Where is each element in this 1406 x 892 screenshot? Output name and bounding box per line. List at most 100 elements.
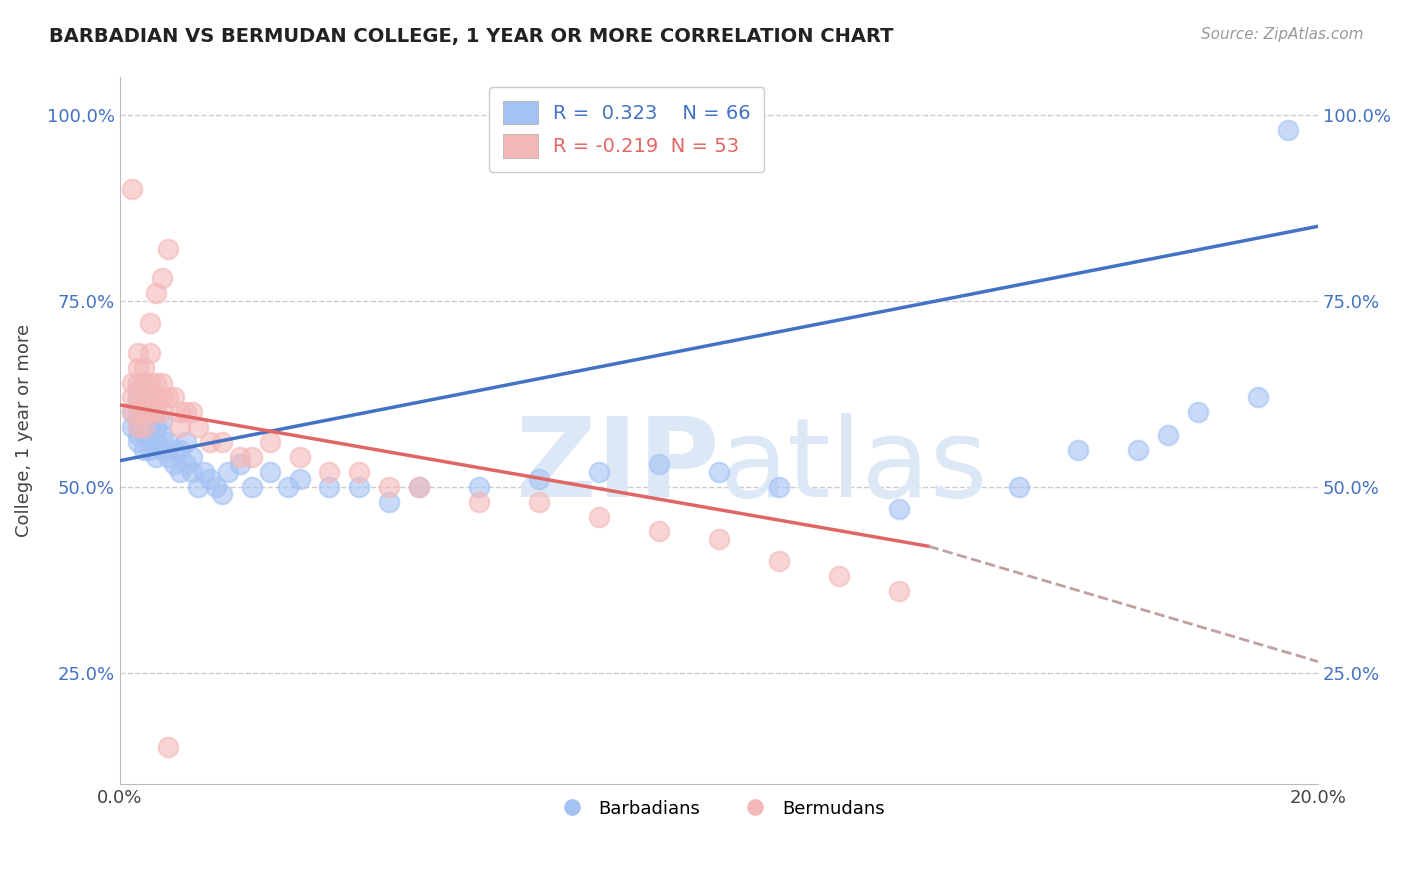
- Point: [138, 405, 160, 419]
- Point: [132, 420, 155, 434]
- Point: [156, 740, 179, 755]
- Point: [127, 435, 149, 450]
- Point: [145, 391, 167, 405]
- Point: [707, 465, 730, 479]
- Point: [1128, 442, 1150, 457]
- Point: [132, 427, 155, 442]
- Point: [163, 391, 186, 405]
- Point: [132, 360, 155, 375]
- Text: Source: ZipAtlas.com: Source: ZipAtlas.com: [1201, 27, 1364, 42]
- Point: [132, 376, 155, 390]
- Point: [527, 472, 550, 486]
- Point: [887, 502, 910, 516]
- Y-axis label: College, 1 year or more: College, 1 year or more: [15, 325, 32, 538]
- Point: [193, 465, 215, 479]
- Point: [169, 465, 191, 479]
- Point: [1067, 442, 1090, 457]
- Point: [138, 442, 160, 457]
- Point: [1187, 405, 1209, 419]
- Point: [349, 465, 371, 479]
- Point: [174, 458, 197, 472]
- Point: [145, 450, 167, 464]
- Point: [349, 480, 371, 494]
- Point: [150, 427, 173, 442]
- Point: [828, 569, 851, 583]
- Point: [132, 405, 155, 419]
- Point: [121, 391, 143, 405]
- Point: [648, 458, 671, 472]
- Point: [1157, 427, 1180, 442]
- Point: [127, 346, 149, 360]
- Point: [378, 494, 401, 508]
- Point: [228, 458, 250, 472]
- Point: [240, 480, 263, 494]
- Point: [145, 405, 167, 419]
- Point: [588, 465, 610, 479]
- Point: [259, 435, 281, 450]
- Point: [150, 271, 173, 285]
- Point: [121, 182, 143, 196]
- Point: [163, 458, 186, 472]
- Point: [468, 480, 491, 494]
- Point: [150, 413, 173, 427]
- Point: [132, 413, 155, 427]
- Point: [138, 435, 160, 450]
- Point: [156, 242, 179, 256]
- Point: [1007, 480, 1029, 494]
- Point: [169, 442, 191, 457]
- Point: [648, 524, 671, 539]
- Point: [138, 346, 160, 360]
- Point: [240, 450, 263, 464]
- Point: [132, 383, 155, 397]
- Point: [127, 405, 149, 419]
- Point: [169, 420, 191, 434]
- Point: [588, 509, 610, 524]
- Point: [138, 316, 160, 330]
- Point: [150, 442, 173, 457]
- Legend: Barbadians, Bermudans: Barbadians, Bermudans: [547, 792, 891, 825]
- Point: [408, 480, 430, 494]
- Point: [187, 420, 209, 434]
- Point: [204, 480, 226, 494]
- Point: [408, 480, 430, 494]
- Point: [127, 413, 149, 427]
- Point: [132, 391, 155, 405]
- Point: [127, 391, 149, 405]
- Point: [138, 391, 160, 405]
- Text: atlas: atlas: [718, 413, 987, 520]
- Point: [145, 435, 167, 450]
- Point: [1247, 391, 1270, 405]
- Point: [127, 420, 149, 434]
- Point: [150, 391, 173, 405]
- Point: [768, 480, 790, 494]
- Point: [174, 405, 197, 419]
- Point: [121, 405, 143, 419]
- Point: [145, 376, 167, 390]
- Point: [378, 480, 401, 494]
- Point: [211, 487, 233, 501]
- Point: [198, 472, 221, 486]
- Point: [211, 435, 233, 450]
- Point: [318, 480, 340, 494]
- Point: [259, 465, 281, 479]
- Point: [169, 405, 191, 419]
- Point: [145, 420, 167, 434]
- Point: [468, 494, 491, 508]
- Point: [180, 405, 202, 419]
- Point: [138, 391, 160, 405]
- Point: [228, 450, 250, 464]
- Point: [121, 405, 143, 419]
- Point: [198, 435, 221, 450]
- Point: [127, 405, 149, 419]
- Point: [150, 376, 173, 390]
- Point: [121, 376, 143, 390]
- Point: [150, 405, 173, 419]
- Point: [887, 583, 910, 598]
- Point: [138, 376, 160, 390]
- Point: [187, 480, 209, 494]
- Point: [156, 391, 179, 405]
- Point: [127, 383, 149, 397]
- Point: [132, 420, 155, 434]
- Text: ZIP: ZIP: [516, 413, 718, 520]
- Point: [707, 532, 730, 546]
